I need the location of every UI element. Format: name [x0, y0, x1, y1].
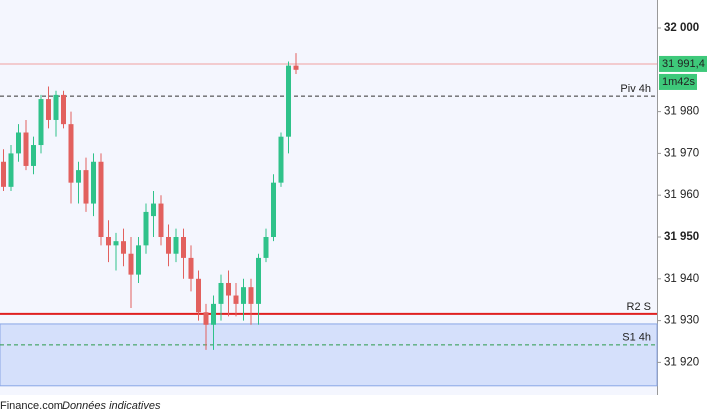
support-zone — [0, 323, 658, 387]
candle-body — [46, 99, 51, 120]
last-price-box — [659, 55, 707, 72]
candle-body — [23, 132, 29, 166]
candle-body — [166, 237, 171, 254]
timer-box — [659, 73, 697, 90]
candle-body — [263, 237, 269, 258]
candle-body — [61, 94, 66, 125]
candle-body — [256, 257, 261, 304]
y-tick-label: 31 920 — [664, 356, 699, 368]
candle-body — [16, 132, 21, 154]
candle-body — [271, 182, 276, 237]
y-tick-label: 31 940 — [664, 273, 699, 285]
candle-body — [248, 287, 254, 304]
candle-body — [8, 153, 14, 187]
candle-body — [98, 161, 104, 237]
candle-body — [196, 278, 201, 313]
candle-body — [31, 145, 36, 166]
y-tick-label: 31 950 — [664, 231, 699, 243]
candle-body — [203, 312, 209, 325]
candle-body — [188, 257, 194, 279]
candle-body — [151, 203, 156, 217]
last-price-label: 31 991,4 — [662, 58, 705, 70]
candle-body — [53, 94, 59, 120]
candle-body — [136, 245, 141, 275]
candle-body — [233, 295, 239, 304]
y-tick-label: 31 960 — [664, 189, 699, 201]
candle-body — [128, 253, 134, 275]
y-tick-label: 31 980 — [664, 106, 699, 118]
candle-body — [113, 241, 119, 246]
candle-body — [91, 161, 96, 204]
candle-body — [76, 170, 81, 183]
level-label: Piv 4h — [620, 83, 651, 95]
candle-body — [121, 241, 126, 254]
footer-source: Finance.com — [0, 400, 63, 412]
candle-body — [211, 303, 216, 325]
candle-body — [83, 170, 89, 204]
candle-body — [143, 211, 149, 246]
candle-body — [278, 136, 284, 183]
candle-body — [38, 99, 44, 146]
candle-body — [158, 203, 164, 237]
timer-label: 1m42s — [662, 76, 696, 88]
y-tick-label: 31 930 — [664, 315, 699, 327]
candle-body — [173, 237, 179, 254]
candle-body — [241, 287, 246, 304]
y-tick-label: 32 000 — [664, 22, 699, 34]
candle-body — [218, 282, 224, 304]
level-label: R2 S — [627, 301, 651, 313]
candle-body — [1, 161, 6, 187]
candle-body — [226, 282, 231, 296]
candle-body — [106, 237, 111, 246]
candle-body — [286, 65, 291, 137]
candle-body — [68, 124, 74, 183]
candle-body — [181, 237, 186, 258]
y-tick-label: 31 970 — [664, 147, 699, 159]
candle-body — [293, 65, 299, 70]
footer-note: Données indicatives — [62, 400, 161, 412]
level-label: S1 4h — [622, 332, 651, 344]
